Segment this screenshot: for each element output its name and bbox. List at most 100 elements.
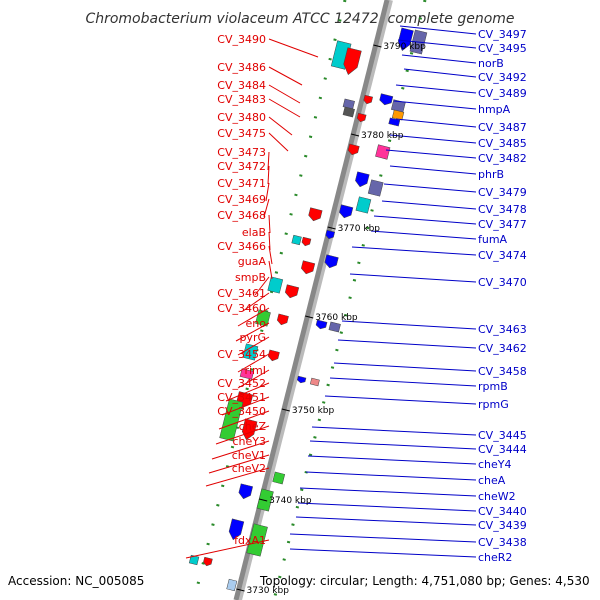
leader-line-left: [218, 410, 270, 430]
gene-feature: [242, 343, 259, 361]
gene-label-left: CV_3472: [217, 160, 266, 173]
leader-line-right: [401, 54, 477, 64]
leader-line-left: [205, 467, 270, 487]
leader-line-right: [395, 118, 477, 128]
scale-tick-mark: [327, 226, 336, 230]
gene-label-left: CV_3460: [217, 302, 266, 315]
gene-label-right: rpmB: [478, 380, 508, 393]
gene-feature: [272, 471, 286, 485]
gene-feature: [339, 204, 354, 219]
gene-label-left: CV_3466: [217, 240, 266, 253]
gene-label-right: CV_3458: [478, 365, 527, 378]
leader-line-left: [268, 260, 273, 280]
gene-feature: [355, 196, 372, 214]
leader-line-right: [389, 134, 477, 144]
accession-text: Accession: NC_005085: [8, 574, 144, 588]
leader-line-right: [403, 68, 477, 78]
leader-line-right: [324, 395, 477, 405]
leader-line-right: [383, 183, 477, 193]
gene-feature: [267, 276, 284, 294]
gene-feature: [284, 284, 300, 299]
leader-line-left: [268, 245, 273, 265]
gene-label-right: cheW2: [478, 490, 516, 503]
leader-line-left: [235, 322, 270, 342]
gene-feature: [226, 578, 238, 592]
gene-label-left: smpB: [235, 271, 266, 284]
scale-tick-mark: [259, 498, 268, 502]
gene-feature: [343, 47, 362, 76]
gene-feature: [296, 375, 307, 384]
leader-line-right: [297, 502, 477, 512]
gene-label-right: cheR2: [478, 551, 512, 564]
gene-label-right: CV_3463: [478, 323, 527, 336]
gene-feature: [356, 112, 367, 123]
leader-line-right: [333, 362, 477, 372]
leader-line-right: [341, 320, 477, 330]
leader-line-left: [268, 132, 289, 152]
gene-label-left: CV_3473: [217, 146, 266, 159]
gene-label-left: rimI: [244, 364, 266, 377]
gene-feature: [363, 94, 373, 105]
gene-label-right: CV_3440: [478, 505, 527, 518]
leader-line-right: [337, 339, 477, 349]
gene-label-right: CV_3445: [478, 429, 527, 442]
gene-label-right: fumA: [478, 233, 508, 246]
gene-label-left: cheY3: [232, 435, 266, 448]
gene-label-right: hmpA: [478, 103, 511, 116]
leader-line-right: [329, 377, 477, 387]
gene-label-right: CV_3485: [478, 137, 527, 150]
scale-tick-label: 3760 kbp: [315, 313, 358, 323]
gene-label-left: CV_3484: [217, 79, 266, 92]
gene-feature: [291, 234, 302, 246]
leader-line-left: [185, 539, 270, 559]
gene-label-right: CV_3492: [478, 71, 527, 84]
gene-label-left: cheV1: [232, 449, 266, 462]
leader-line-right: [399, 25, 477, 35]
gc-skew-right: [272, 0, 427, 600]
scale-tick-mark: [305, 315, 314, 319]
gene-label-right: phrB: [478, 168, 504, 181]
gene-feature: [375, 144, 391, 160]
leader-line-right: [370, 230, 477, 240]
leader-line-right: [299, 487, 477, 497]
leader-line-left: [208, 454, 270, 474]
leader-line-left: [268, 84, 301, 104]
gene-label-right: CV_3444: [478, 443, 527, 456]
leader-line-left: [268, 116, 293, 136]
gene-label-left: CV_3486: [217, 61, 266, 74]
leader-line-left: [268, 38, 319, 58]
gene-feature: [239, 368, 254, 380]
leader-line-right: [397, 39, 477, 49]
gene-label-left: CV_3469: [217, 193, 266, 206]
scale-tick-label: 3730 kbp: [247, 586, 290, 596]
gene-feature: [325, 229, 336, 240]
leader-line-left: [267, 165, 270, 185]
gene-feature: [238, 483, 254, 500]
gene-feature: [367, 179, 384, 197]
gene-label-right: CV_3474: [478, 249, 527, 262]
leader-line-left: [237, 369, 270, 389]
gene-label-left: CV_3450: [217, 405, 266, 418]
leader-line-left: [263, 198, 270, 218]
gene-label-right: CV_3477: [478, 218, 527, 231]
topology-text: Topology: circular; Length: 4,751,080 bp…: [259, 574, 590, 588]
gene-label-right: rpmG: [478, 398, 509, 411]
gene-label-left: elaB: [242, 226, 266, 239]
leader-line-right: [381, 200, 477, 210]
leader-line-right: [395, 84, 477, 94]
gene-label-left: CV_3461: [217, 287, 266, 300]
gene-feature: [355, 171, 370, 188]
gene-feature: [379, 93, 394, 106]
gene-label-left: cheV2: [232, 462, 266, 475]
gene-label-right: CV_3495: [478, 42, 527, 55]
gene-label-left: CV_3452: [217, 377, 266, 390]
leader-line-left: [225, 382, 270, 402]
leader-line-left: [268, 231, 271, 251]
gene-label-right: CV_3479: [478, 186, 527, 199]
leader-line-left: [242, 292, 270, 312]
gene-feature: [347, 143, 360, 156]
gene-label-left: guaA: [238, 255, 267, 268]
gene-label-right: CV_3489: [478, 87, 527, 100]
gene-feature: [246, 523, 268, 557]
